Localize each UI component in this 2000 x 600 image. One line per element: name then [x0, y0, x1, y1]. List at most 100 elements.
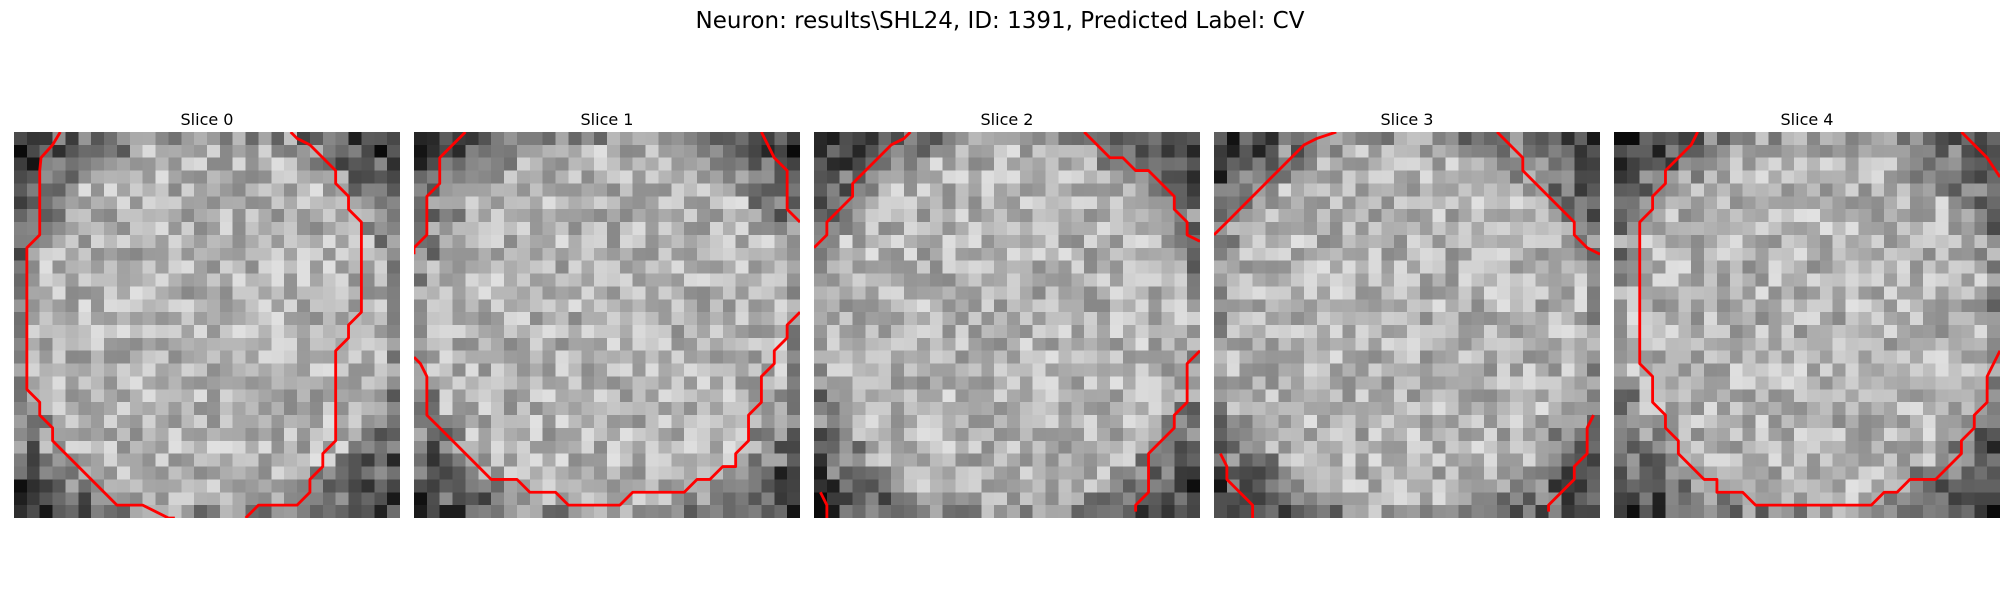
heatmap-cell [529, 415, 543, 429]
heatmap-cell [1161, 144, 1175, 158]
heatmap-cell [155, 144, 169, 158]
heatmap-cell [761, 260, 775, 274]
heatmap-cell [645, 222, 659, 236]
heatmap-cell [981, 376, 995, 390]
heatmap-cell [568, 453, 582, 467]
heatmap-cell [1716, 440, 1731, 454]
heatmap-cell [1291, 363, 1305, 377]
heatmap-cell [452, 196, 466, 210]
heatmap-cell [981, 350, 995, 364]
heatmap-cell [258, 183, 272, 197]
heatmap-cell [1007, 350, 1021, 364]
heatmap-cell [968, 144, 982, 158]
heatmap-cell [1214, 492, 1228, 506]
heatmap-cell [1691, 389, 1705, 403]
heatmap-cell [1652, 312, 1666, 326]
heatmap-cell [1807, 376, 1821, 390]
heatmap-cell [658, 170, 672, 184]
heatmap-cell [129, 337, 143, 351]
heatmap-cell [1419, 479, 1433, 493]
heatmap-cell [219, 337, 233, 351]
heatmap-cell [26, 337, 40, 351]
heatmap-cell [26, 170, 40, 184]
heatmap-cell [129, 196, 143, 210]
heatmap-cell [1045, 337, 1059, 351]
heatmap-cell [1652, 466, 1666, 480]
heatmap-cell [1742, 440, 1756, 454]
heatmap-cell [322, 492, 336, 506]
heatmap-cell [194, 132, 208, 146]
heatmap-cell [361, 183, 375, 197]
heatmap-cell [865, 440, 879, 454]
heatmap-cell [1845, 415, 1859, 429]
heatmap-cell [878, 389, 892, 403]
heatmap-cell [1432, 132, 1446, 146]
heatmap-cell [929, 273, 943, 287]
heatmap-cell [555, 144, 569, 158]
heatmap-cell [1832, 260, 1846, 274]
heatmap-cell [1935, 440, 1949, 454]
contour-line [25, 132, 175, 518]
heatmap-cell [78, 350, 92, 364]
heatmap-cell [26, 492, 40, 506]
heatmap-cell [1484, 440, 1498, 454]
heatmap-cell [1342, 209, 1356, 223]
heatmap-cell [465, 389, 479, 403]
heatmap-cell [1368, 144, 1382, 158]
heatmap-cell [91, 337, 105, 351]
heatmap-cell [632, 427, 646, 442]
heatmap-cell [1691, 415, 1705, 429]
heatmap-cell [581, 132, 595, 146]
heatmap-cell [504, 260, 518, 274]
heatmap-cell [1109, 260, 1124, 274]
heatmap-cell [1961, 312, 1975, 326]
heatmap-cell [1135, 415, 1149, 429]
heatmap-cell [942, 466, 956, 480]
heatmap-cell [516, 325, 531, 339]
heatmap-cell [491, 196, 505, 210]
heatmap-cell [994, 144, 1008, 158]
heatmap-cell [607, 466, 621, 480]
heatmap-cell [504, 479, 518, 493]
heatmap-cell [619, 222, 633, 236]
heatmap-cell [826, 402, 840, 416]
heatmap-cell [1097, 389, 1111, 403]
heatmap-cell [968, 286, 982, 300]
heatmap-cell [1987, 479, 2000, 493]
heatmap-cell [129, 466, 143, 480]
heatmap-cell [1368, 170, 1382, 184]
heatmap-cell [1509, 479, 1524, 493]
heatmap-cell [1535, 209, 1549, 223]
heatmap-cell [1291, 325, 1305, 339]
heatmap-cell [1458, 376, 1472, 390]
heatmap-cell [1819, 350, 1833, 364]
heatmap-cell [1832, 389, 1846, 403]
heatmap-cell [1239, 440, 1253, 454]
heatmap-cell [1316, 466, 1331, 480]
heatmap-cell [1007, 389, 1021, 403]
heatmap-cell [26, 440, 40, 454]
heatmap-cell [245, 132, 259, 146]
heatmap-cell [1407, 492, 1421, 506]
heatmap-cell [1858, 337, 1872, 351]
heatmap-cell [1884, 427, 1898, 442]
heatmap-cell [452, 170, 466, 184]
heatmap-cell [284, 466, 298, 480]
heatmap-cell [1368, 325, 1382, 339]
heatmap-cell [1368, 247, 1382, 261]
heatmap-cell [684, 183, 698, 197]
heatmap-cell [1097, 222, 1111, 236]
heatmap-cell [1316, 402, 1331, 416]
heatmap-cell [904, 183, 918, 197]
heatmap-cell [1239, 350, 1253, 364]
heatmap-cell [942, 427, 956, 442]
heatmap-cell [129, 453, 143, 467]
heatmap-cell [1574, 260, 1588, 274]
contour-line [244, 132, 363, 518]
heatmap-cell [1316, 196, 1331, 210]
heatmap-cell [181, 466, 195, 480]
heatmap-cell [1561, 157, 1575, 171]
heatmap-cell [1535, 350, 1549, 364]
heatmap-cell [1858, 325, 1872, 339]
heatmap-cell [645, 453, 659, 467]
